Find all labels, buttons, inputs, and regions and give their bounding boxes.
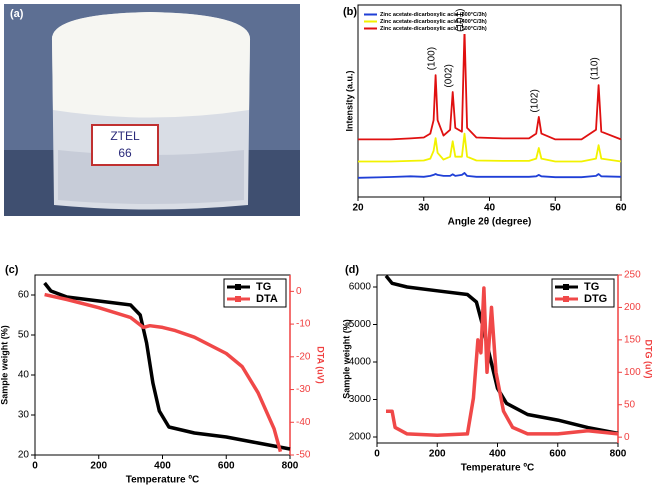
x-tick-label: 800	[282, 461, 299, 472]
y2-tick-label: -40	[296, 417, 311, 428]
x-tick-label: 20	[352, 203, 364, 214]
x-axis-label: Temperature ºC	[461, 463, 535, 474]
x-axis-label: Angle 2θ (degree)	[448, 217, 532, 228]
y-tick-label: 3000	[349, 394, 372, 405]
legend-box	[223, 278, 287, 308]
y2-axis-label: DTG (uV)	[644, 340, 654, 379]
legend-label: Zinc acetate-dicarboxylic acid (400°C/3h…	[380, 19, 487, 25]
legend-label: DTG	[584, 293, 607, 305]
legend-marker	[563, 296, 569, 302]
y2-tick-label: 150	[624, 335, 641, 346]
y2-tick-label: 250	[624, 270, 641, 281]
peak-annotation: (101)	[455, 9, 466, 32]
legend-box	[551, 278, 615, 308]
y2-axis-label: DTA (uV)	[316, 346, 326, 384]
x-tick-label: 40	[484, 203, 496, 214]
y-axis-label: Sample weight (%)	[0, 325, 9, 405]
x-axis-label: Temperature ºC	[126, 475, 200, 486]
series-line	[357, 172, 622, 179]
y2-tick-label: 200	[624, 302, 641, 313]
x-tick-label: 60	[615, 203, 627, 214]
y-tick-label: 60	[18, 290, 30, 301]
x-tick-label: 400	[489, 449, 506, 460]
y2-tick-label: -50	[296, 450, 311, 461]
x-tick-label: 600	[549, 449, 566, 460]
peak-annotation: (100)	[426, 47, 437, 70]
panel-label: (c)	[5, 264, 19, 276]
legend-marker	[563, 284, 569, 290]
legend-label: Zinc acetate-dicarboxylic acid (500°C/3h…	[380, 26, 487, 32]
legend-label: TG	[584, 281, 599, 293]
x-tick-label: 0	[32, 461, 38, 472]
jar-gel	[51, 12, 251, 118]
peak-annotation: (102)	[530, 89, 541, 112]
y-axis-label: Sample weight (%)	[341, 319, 351, 399]
y-tick-label: 40	[18, 370, 30, 381]
series-line	[358, 132, 622, 163]
x-tick-label: 0	[374, 449, 380, 460]
series-line	[44, 292, 283, 453]
y-tick-label: 4000	[349, 357, 372, 368]
tag-text: ZTEL	[110, 129, 140, 143]
legend-marker	[235, 284, 241, 290]
y2-tick-label: 0	[624, 432, 630, 443]
peak-annotation: (110)	[589, 57, 600, 80]
y-tick-label: 6000	[349, 282, 372, 293]
x-tick-label: 600	[218, 461, 235, 472]
photo: ZTEL 66 (a)	[4, 4, 300, 216]
y-tick-label: 30	[18, 410, 30, 421]
legend-box	[361, 9, 511, 34]
y-tick-label: 2000	[349, 432, 372, 443]
legend-label: DTA	[256, 293, 278, 305]
y2-tick-label: -10	[296, 319, 311, 330]
tag-text: 66	[118, 146, 132, 160]
x-tick-label: 200	[90, 461, 107, 472]
y2-tick-label: -20	[296, 351, 311, 362]
legend-label: TG	[256, 281, 271, 293]
legend-marker	[235, 296, 241, 302]
tag	[91, 124, 159, 166]
x-tick-label: 800	[610, 449, 627, 460]
y-tick-label: 20	[18, 450, 30, 461]
y-axis-label: Intensity (a.u.)	[344, 70, 354, 131]
peak-annotation: (002)	[443, 64, 454, 87]
panel-label: (d)	[345, 264, 359, 276]
y-tick-label: 50	[18, 330, 30, 341]
x-tick-label: 200	[429, 449, 446, 460]
x-tick-label: 50	[550, 203, 562, 214]
legend-label: Zinc acetate-dicarboxylic acid (300°C/3h…	[380, 12, 487, 18]
y2-tick-label: 0	[296, 286, 302, 297]
panel-label: (a)	[10, 8, 24, 20]
series-line	[386, 286, 619, 437]
series-line	[358, 29, 622, 141]
y-tick-label: 5000	[349, 319, 372, 330]
x-tick-label: 30	[418, 203, 430, 214]
series-line	[43, 281, 291, 451]
y2-tick-label: 100	[624, 367, 641, 378]
panel-label: (b)	[343, 6, 357, 18]
y2-tick-label: 50	[624, 399, 636, 410]
y2-tick-label: -30	[296, 384, 311, 395]
x-tick-label: 400	[154, 461, 171, 472]
